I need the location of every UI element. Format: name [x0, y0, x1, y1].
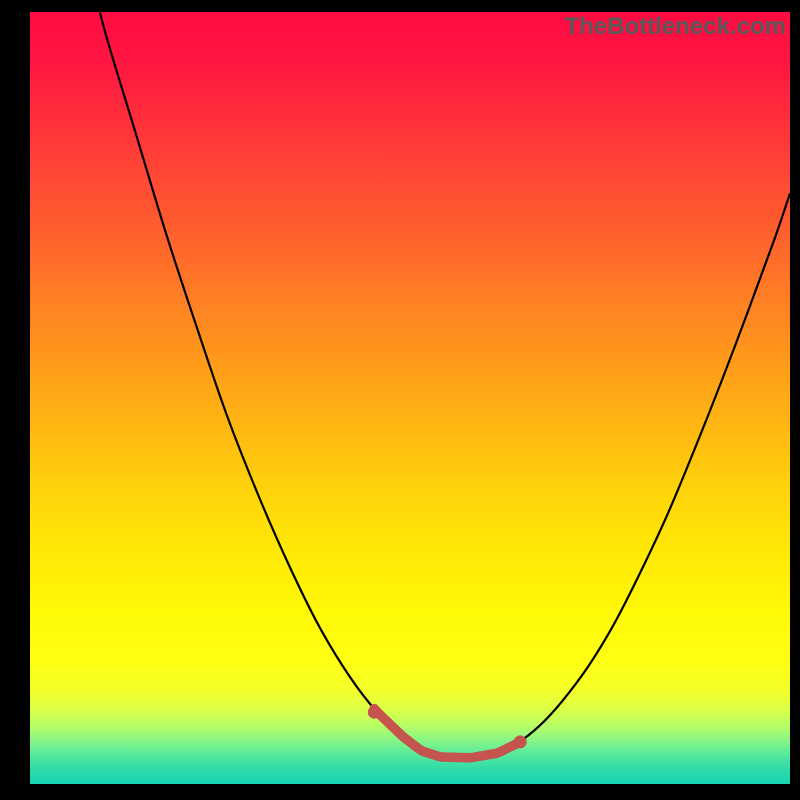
marker-end: [514, 735, 527, 748]
optimal-highlight: [374, 709, 520, 758]
plot-area: [30, 12, 790, 784]
chart-area: TheBottleneck.com: [0, 0, 800, 800]
marker-start: [368, 706, 381, 719]
curve-layer: [30, 12, 790, 784]
bottleneck-curve: [95, 12, 790, 758]
watermark-text: TheBottleneck.com: [565, 13, 786, 41]
